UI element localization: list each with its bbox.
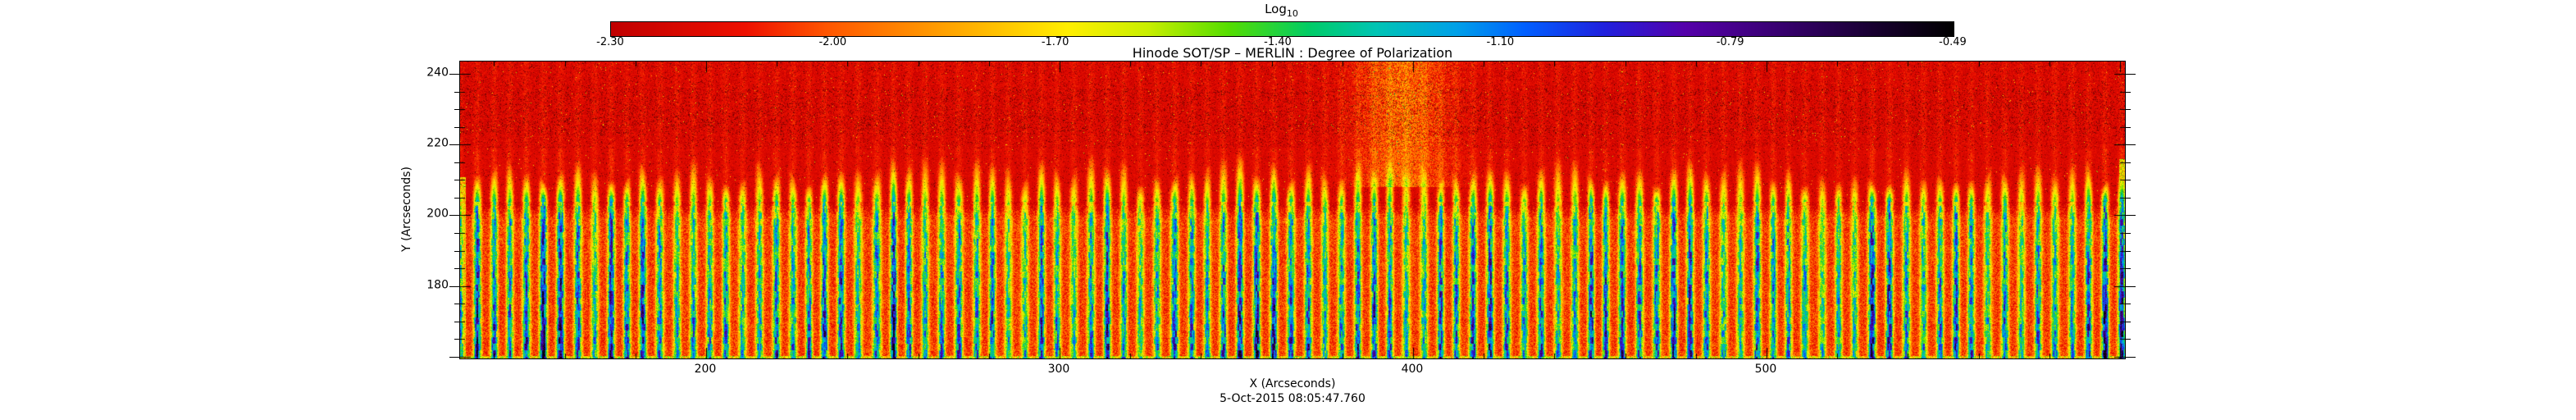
x-tick-label: 200: [694, 363, 717, 376]
x-tick-label: 400: [1401, 363, 1424, 376]
colorbar-tick-label: -1.40: [1264, 36, 1292, 48]
y-axis-outward-tick: [454, 162, 459, 163]
x-axis-tick-labels: 200 300 400 500: [459, 363, 2126, 377]
colorbar-tick-label: -2.00: [818, 36, 847, 48]
colorbar-tick-label: -1.70: [1041, 36, 1069, 48]
x-axis-label: X (Arcseconds): [1249, 377, 1336, 390]
y-axis-outward-tick: [454, 339, 459, 340]
colorbar-tick-labels: -2.30 -2.00 -1.70 -1.40 -1.10 -0.79 -0.49: [596, 36, 1967, 49]
observation-timestamp: 5-Oct-2015 08:05:47.760: [1220, 392, 1366, 405]
y-tick-label: 200: [426, 207, 449, 221]
y-axis-outward-tick: [2126, 144, 2136, 145]
y-axis-outward-tick: [454, 127, 459, 128]
y-axis-outward-tick: [454, 268, 459, 269]
y-axis-outward-tick: [2126, 286, 2136, 287]
y-axis-outward-tick: [2126, 74, 2136, 75]
y-axis-outward-tick: [2126, 339, 2131, 340]
y-axis-outward-tick: [2126, 127, 2131, 128]
colorbar-title: Log10: [610, 2, 1953, 21]
colorbar-tick-label: -2.30: [596, 36, 624, 48]
y-axis-outward-tick: [454, 198, 459, 199]
x-tick-label: 500: [1754, 363, 1777, 376]
y-axis-outward-tick: [449, 215, 459, 216]
y-tick-label: 180: [426, 278, 449, 292]
x-tick-label: 300: [1047, 363, 1070, 376]
colorbar-tick-label: -0.49: [1939, 36, 1967, 48]
y-axis-outward-tick: [449, 286, 459, 287]
y-axis-outward-tick: [2126, 92, 2131, 93]
colorbar-title-main: Log: [1265, 2, 1287, 16]
y-axis-outward-tick: [2126, 198, 2131, 199]
y-axis-outward-tick: [449, 357, 459, 358]
y-axis-outward-tick: [2126, 251, 2131, 252]
y-axis-tick-labels: 180 200 220 240: [0, 61, 454, 359]
y-axis-label: Y (Arcseconds): [400, 167, 413, 252]
y-axis-outward-tick: [2126, 162, 2131, 163]
y-axis-outward-tick: [2126, 268, 2131, 269]
chart-title: Hinode SOT/SP – MERLIN : Degree of Polar…: [1132, 45, 1453, 61]
heatmap-canvas: [460, 62, 2125, 358]
y-axis-outward-tick: [449, 144, 459, 145]
y-axis-outward-tick: [2126, 357, 2136, 358]
colorbar-tick-label: -0.79: [1716, 36, 1744, 48]
y-tick-label: 220: [426, 136, 449, 150]
colorbar-gradient: [610, 21, 1954, 37]
y-axis-outward-tick: [454, 251, 459, 252]
plot-area: [449, 61, 2136, 359]
colorbar-tick-label: -1.10: [1486, 36, 1515, 48]
y-axis-outward-tick: [454, 233, 459, 234]
y-axis-outward-tick: [2126, 109, 2131, 110]
colorbar-title-sub: 10: [1286, 8, 1298, 19]
y-axis-outward-tick: [2126, 233, 2131, 234]
y-axis-outward-tick: [449, 74, 459, 75]
y-axis-outward-tick: [454, 92, 459, 93]
y-tick-label: 240: [426, 66, 449, 80]
y-axis-outward-tick: [2126, 215, 2136, 216]
y-axis-outward-tick: [454, 109, 459, 110]
